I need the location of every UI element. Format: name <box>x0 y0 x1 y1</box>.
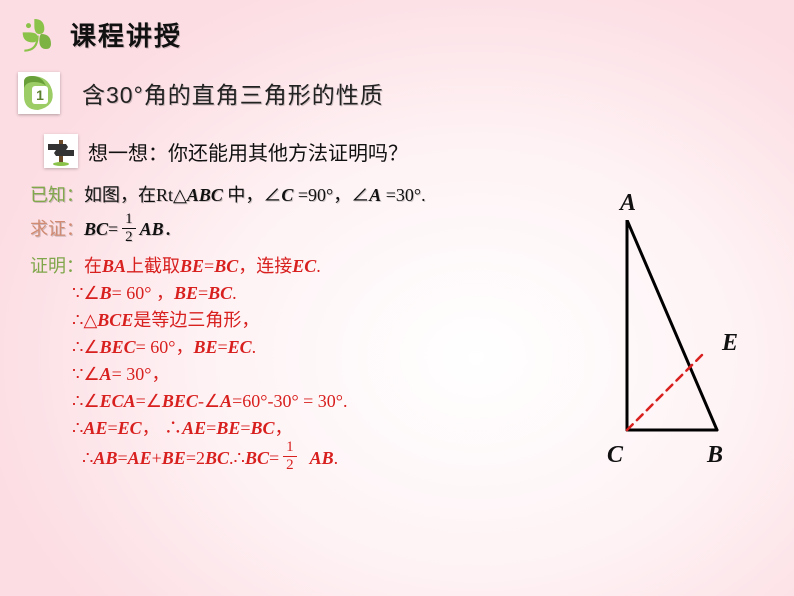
signpost-icon <box>44 134 78 168</box>
section-title: 含30°角的直角三角形的性质 <box>82 76 384 110</box>
header-title: 课程讲授 <box>70 16 182 53</box>
given-line: 已知：如图，在Rt△ABC 中，∠C =90°，∠A =30°. <box>0 168 794 210</box>
section-badge-icon: 1 <box>18 72 60 114</box>
svg-text:1: 1 <box>36 87 44 103</box>
triangle-diagram: A E C B <box>532 220 732 470</box>
leaf-logo-icon <box>16 14 56 54</box>
vertex-label-A: A <box>620 190 636 217</box>
think-prompt: 想一想：你还能用其他方法证明吗？ <box>88 137 408 166</box>
vertex-label-B: B <box>707 442 723 469</box>
vertex-label-E: E <box>722 330 738 357</box>
vertex-label-C: C <box>607 442 623 469</box>
proof-block: 证明：在BA上截取BE=BC，连接EC. ∵∠B= 60° ，BE=BC. ∴△… <box>0 247 520 475</box>
